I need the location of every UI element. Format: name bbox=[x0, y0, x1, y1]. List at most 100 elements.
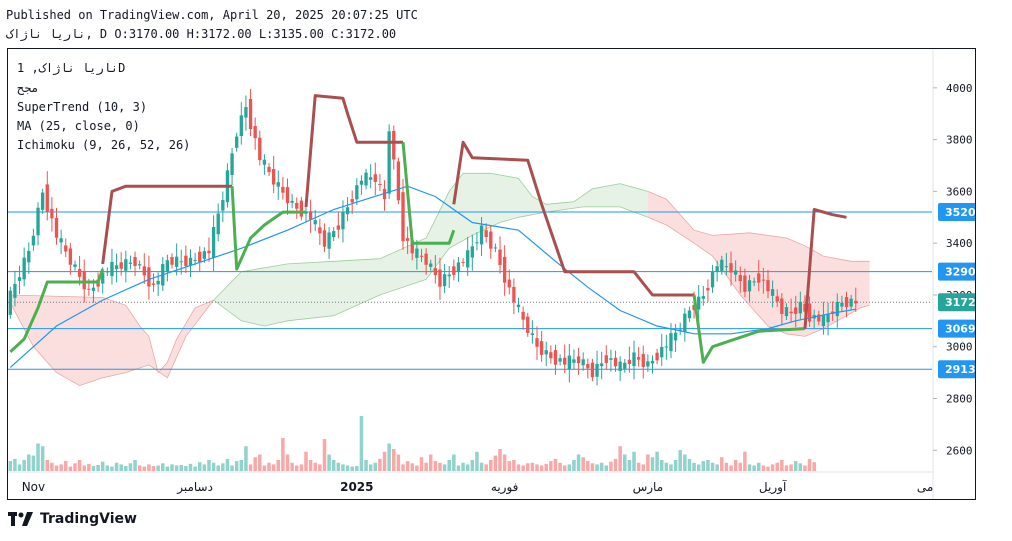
volume-bar bbox=[54, 465, 59, 471]
volume-bar bbox=[276, 460, 281, 471]
volume-bar bbox=[558, 462, 562, 471]
volume-bar bbox=[498, 449, 502, 471]
candle-body bbox=[660, 346, 664, 358]
candle-body bbox=[613, 357, 618, 367]
candle-body bbox=[461, 261, 465, 263]
volume-bar bbox=[780, 460, 784, 471]
ohlc-line: ناریا ناژاک, D O:3170.00 H:3172.00 L:313… bbox=[6, 27, 397, 41]
candle-body bbox=[128, 262, 133, 264]
volume-bar bbox=[50, 462, 54, 471]
volume-bar bbox=[36, 443, 40, 471]
price-level-badge-label: 2913.23 bbox=[945, 363, 975, 376]
volume-bar bbox=[179, 464, 184, 471]
legend-ma[interactable]: MA (25, close, 0) bbox=[17, 119, 140, 133]
candle-body bbox=[22, 257, 26, 280]
volume-bar bbox=[285, 454, 290, 471]
candle-body bbox=[341, 212, 345, 230]
price-level-badge-bg bbox=[938, 262, 975, 281]
supertrend-up-segment bbox=[9, 268, 105, 353]
volume-bar bbox=[355, 466, 359, 471]
candle-body bbox=[489, 231, 493, 249]
volume-bar bbox=[743, 451, 747, 471]
chart-canvas[interactable]: 2600.002800.003000.003200.003400.003600.… bbox=[8, 49, 975, 499]
volume-bar bbox=[692, 462, 696, 471]
volume-bar bbox=[659, 460, 664, 471]
legend-ichimoku[interactable]: Ichimoku (9, 26, 52, 26) bbox=[17, 138, 191, 152]
ma-line bbox=[9, 185, 856, 368]
volume-bar bbox=[262, 465, 267, 471]
volume-bar bbox=[105, 465, 110, 471]
volume-bar bbox=[281, 438, 285, 471]
volume-bar bbox=[461, 462, 465, 471]
volume-bar bbox=[137, 465, 142, 471]
volume-bar bbox=[87, 463, 91, 471]
volume-bar bbox=[683, 454, 687, 471]
candle-body bbox=[387, 131, 391, 194]
candle-body bbox=[572, 359, 576, 363]
volume-bar bbox=[507, 461, 512, 471]
volume-bar bbox=[267, 462, 271, 471]
candle-body bbox=[170, 257, 174, 265]
ichimoku-cloud-red-top bbox=[10, 294, 214, 374]
volume-bar bbox=[632, 451, 636, 471]
volume-bar bbox=[586, 461, 590, 471]
candle-body bbox=[724, 266, 729, 268]
volume-bar bbox=[613, 458, 618, 471]
candle-body bbox=[322, 230, 327, 247]
candle-body bbox=[174, 256, 179, 267]
chart-frame[interactable]: 2600.002800.003000.003200.003400.003600.… bbox=[7, 48, 976, 500]
candle-body bbox=[119, 262, 123, 269]
volume-bar bbox=[216, 465, 220, 471]
supertrend-down-segment bbox=[304, 94, 403, 208]
volume-bar bbox=[17, 464, 22, 471]
volume-bar bbox=[350, 466, 354, 471]
volume-bar bbox=[766, 466, 770, 471]
supertrend-up-segment bbox=[401, 142, 456, 245]
candle-body bbox=[636, 357, 641, 360]
candle-body bbox=[456, 262, 461, 272]
candle-body bbox=[332, 231, 336, 238]
candle-body bbox=[526, 316, 530, 333]
candle-body bbox=[142, 266, 146, 276]
candle-body bbox=[369, 177, 373, 180]
volume-bar bbox=[221, 463, 225, 471]
volume-bar bbox=[68, 466, 73, 471]
volume-bar bbox=[447, 460, 451, 471]
candle-body bbox=[678, 329, 682, 331]
supertrend-down-segment bbox=[452, 140, 695, 297]
candle-body bbox=[683, 313, 687, 332]
volume-bar bbox=[609, 461, 613, 471]
candle-body bbox=[701, 296, 705, 299]
volume-bar bbox=[165, 466, 170, 471]
volume-bar bbox=[40, 446, 45, 471]
volume-bar bbox=[618, 446, 622, 471]
volume-bar bbox=[636, 462, 641, 471]
tradingview-logo[interactable]: TradingView bbox=[8, 511, 137, 527]
candle-body bbox=[392, 130, 396, 160]
volume-bar bbox=[147, 464, 151, 471]
volume-bar bbox=[382, 451, 387, 471]
candle-body bbox=[271, 169, 276, 185]
candle-body bbox=[590, 362, 595, 378]
candle-body bbox=[401, 192, 405, 242]
y-tick-label: 2800.00 bbox=[946, 393, 975, 406]
tradingview-logo-icon bbox=[8, 512, 33, 526]
price-level-badge-label: 3520.48 bbox=[945, 206, 975, 219]
ichimoku-cloud-green-fill bbox=[213, 173, 648, 326]
volume-bar bbox=[193, 466, 197, 471]
candle-body bbox=[8, 290, 12, 315]
candle-body bbox=[207, 250, 211, 254]
volume-bar bbox=[318, 464, 322, 471]
candle-body bbox=[646, 361, 650, 367]
candle-body bbox=[110, 261, 114, 277]
candle-body bbox=[558, 358, 562, 362]
candle-body bbox=[549, 352, 553, 359]
legend-symbol: ناریا ناژاک, 1D bbox=[17, 61, 126, 75]
price-level-badge-bg bbox=[938, 319, 975, 338]
volume-bar bbox=[234, 461, 239, 471]
candle-body bbox=[600, 363, 604, 367]
candle-body bbox=[586, 363, 590, 369]
legend-supertrend[interactable]: SuperTrend (10, 3) bbox=[17, 100, 148, 114]
candle-body bbox=[766, 280, 770, 292]
candle-body bbox=[803, 303, 807, 312]
